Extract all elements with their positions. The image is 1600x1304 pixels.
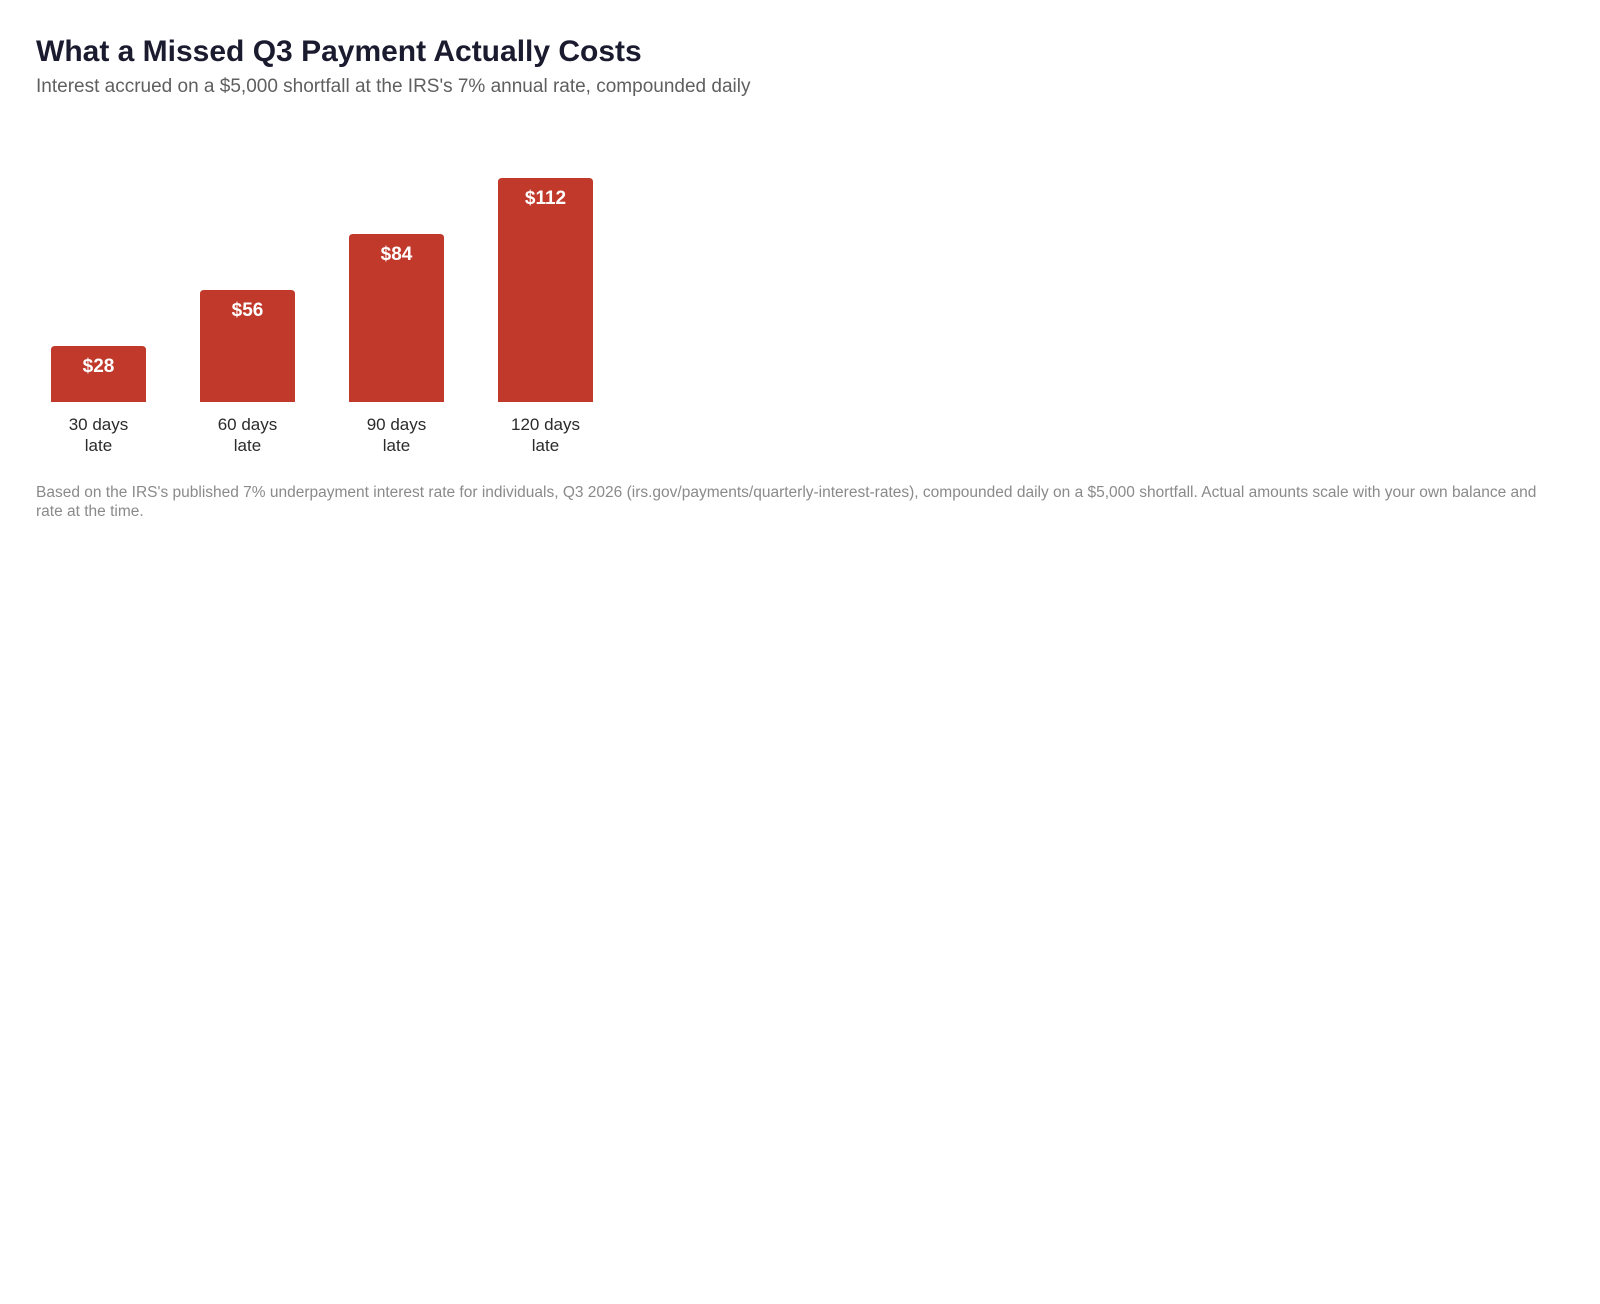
bar-value-label: $112 (525, 188, 566, 209)
x-tick-label: 60 days late (218, 415, 278, 455)
x-tick-label-line: late (532, 436, 559, 455)
x-tick-label: 120 days late (511, 415, 580, 455)
x-tick-label-line: late (85, 436, 112, 455)
bar-3 (349, 234, 444, 402)
bar-2 (200, 290, 295, 402)
chart-subtitle: Interest accrued on a $5,000 shortfall a… (36, 76, 751, 97)
value-labels-group: $28 $56 $84 $112 (83, 188, 566, 377)
x-tick-label: 30 days late (69, 415, 129, 455)
x-tick-label: 90 days late (367, 415, 427, 455)
x-tick-label-line: 60 days (218, 415, 278, 434)
bar-4 (498, 178, 593, 402)
bar-1 (51, 346, 146, 402)
x-tick-label-line: late (383, 436, 410, 455)
x-tick-label-line: 30 days (69, 415, 129, 434)
bars-group (51, 178, 593, 402)
bar-value-label: $56 (232, 300, 264, 321)
x-tick-label-line: 120 days (511, 415, 580, 434)
bar-value-label: $84 (381, 244, 413, 265)
bar-value-label: $28 (83, 356, 115, 377)
x-tick-label-line: 90 days (367, 415, 427, 434)
chart-title: What a Missed Q3 Payment Actually Costs (36, 35, 642, 68)
x-tick-label-line: late (234, 436, 261, 455)
chart-footnote: Based on the IRS's published 7% underpay… (36, 484, 1537, 520)
